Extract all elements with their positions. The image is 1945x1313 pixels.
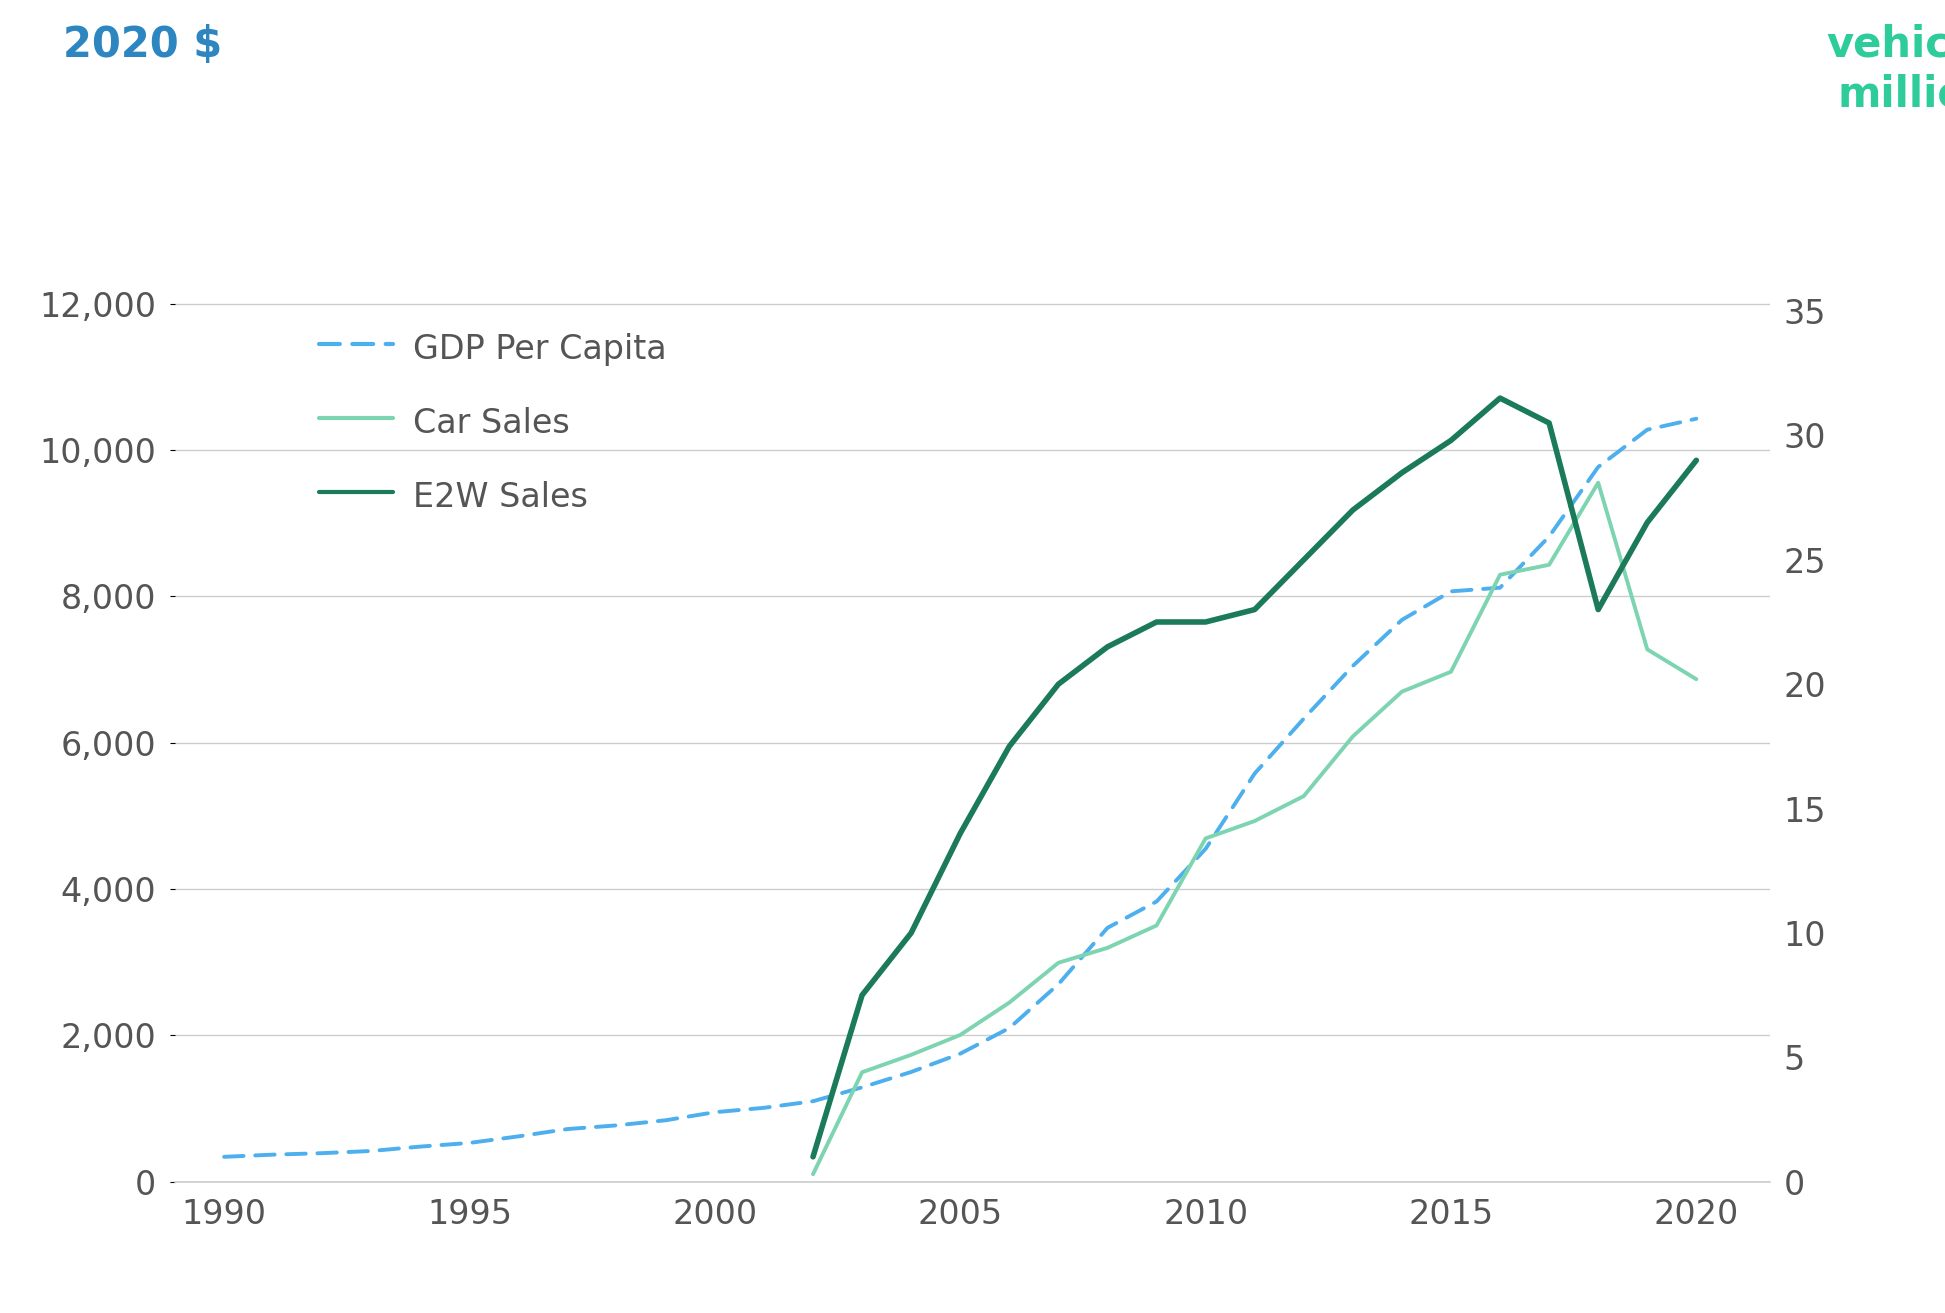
E2W Sales (1391, 465, 1414, 481)
Line: GDP Per Capita: GDP Per Capita (224, 419, 1696, 1157)
GDP Per Capita (1243, 765, 1266, 781)
GDP Per Capita (1684, 411, 1708, 427)
Car Sales (1488, 567, 1511, 583)
E2W Sales (1095, 639, 1118, 655)
GDP Per Capita (1587, 460, 1610, 475)
E2W Sales (1342, 502, 1365, 517)
GDP Per Capita (1439, 583, 1463, 599)
GDP Per Capita (1146, 894, 1169, 910)
Car Sales (1342, 729, 1365, 744)
Line: Car Sales: Car Sales (813, 483, 1696, 1174)
GDP Per Capita (212, 1149, 235, 1165)
Text: vehicles,
millions: vehicles, millions (1826, 25, 1945, 116)
E2W Sales (1636, 515, 1659, 530)
E2W Sales (998, 738, 1021, 754)
E2W Sales (1243, 601, 1266, 617)
Car Sales (899, 1046, 922, 1062)
Car Sales (1243, 813, 1266, 829)
GDP Per Capita (1095, 920, 1118, 936)
GDP Per Capita (949, 1045, 972, 1061)
Car Sales (1095, 940, 1118, 956)
E2W Sales (949, 826, 972, 842)
GDP Per Capita (1291, 710, 1315, 726)
GDP Per Capita (311, 1145, 335, 1161)
Car Sales (1146, 918, 1169, 934)
GDP Per Capita (1537, 529, 1560, 545)
Car Sales (1587, 475, 1610, 491)
E2W Sales (1194, 614, 1218, 630)
E2W Sales (1146, 614, 1169, 630)
GDP Per Capita (1046, 977, 1070, 993)
GDP Per Capita (605, 1117, 628, 1133)
Car Sales (998, 995, 1021, 1011)
Car Sales (801, 1166, 825, 1182)
GDP Per Capita (408, 1138, 432, 1154)
GDP Per Capita (899, 1064, 922, 1079)
E2W Sales (1587, 601, 1610, 617)
Car Sales (1291, 788, 1315, 804)
GDP Per Capita (654, 1112, 677, 1128)
GDP Per Capita (1636, 421, 1659, 437)
GDP Per Capita (508, 1128, 531, 1144)
GDP Per Capita (1194, 840, 1218, 856)
Legend: GDP Per Capita, Car Sales, E2W Sales: GDP Per Capita, Car Sales, E2W Sales (319, 328, 667, 516)
Car Sales (1194, 831, 1218, 847)
E2W Sales (1046, 676, 1070, 692)
GDP Per Capita (998, 1020, 1021, 1036)
GDP Per Capita (1342, 658, 1365, 674)
E2W Sales (1291, 551, 1315, 567)
Text: 2020 $: 2020 $ (64, 25, 222, 67)
Car Sales (1439, 664, 1463, 680)
Car Sales (850, 1065, 873, 1081)
Line: E2W Sales: E2W Sales (813, 398, 1696, 1157)
E2W Sales (801, 1149, 825, 1165)
GDP Per Capita (1391, 612, 1414, 628)
GDP Per Capita (704, 1104, 727, 1120)
GDP Per Capita (850, 1079, 873, 1095)
E2W Sales (1684, 453, 1708, 469)
Car Sales (949, 1027, 972, 1043)
GDP Per Capita (801, 1094, 825, 1109)
Car Sales (1684, 671, 1708, 687)
GDP Per Capita (556, 1121, 580, 1137)
GDP Per Capita (261, 1146, 284, 1162)
GDP Per Capita (360, 1144, 383, 1159)
E2W Sales (850, 987, 873, 1003)
Car Sales (1046, 955, 1070, 970)
E2W Sales (1439, 432, 1463, 448)
GDP Per Capita (457, 1134, 480, 1150)
E2W Sales (1488, 390, 1511, 406)
Car Sales (1636, 642, 1659, 658)
E2W Sales (899, 926, 922, 941)
Car Sales (1391, 684, 1414, 700)
E2W Sales (1537, 415, 1560, 431)
Car Sales (1537, 557, 1560, 572)
GDP Per Capita (1488, 580, 1511, 596)
GDP Per Capita (753, 1100, 776, 1116)
